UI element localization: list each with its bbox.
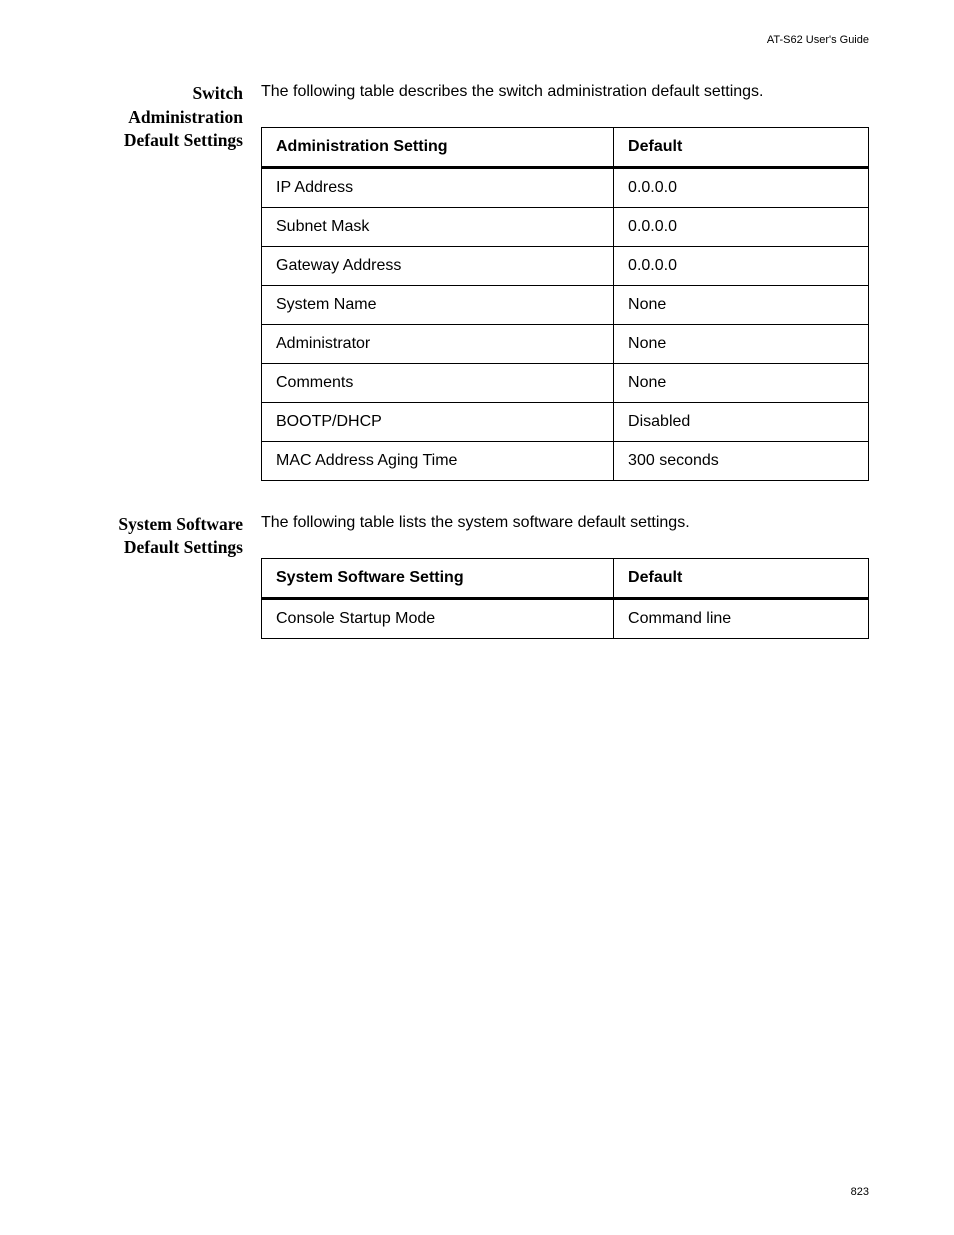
section-heading: Switch Administration Default Settings	[86, 82, 261, 481]
table-cell: Subnet Mask	[262, 207, 614, 246]
software-settings-table: System Software Setting Default Console …	[261, 558, 869, 639]
section-switch-admin: Switch Administration Default Settings T…	[86, 82, 869, 481]
page-number: 823	[851, 1186, 869, 1198]
table-cell: Console Startup Mode	[262, 598, 614, 638]
table-row: IP Address0.0.0.0	[262, 167, 869, 207]
section-heading: System Software Default Settings	[86, 513, 261, 639]
table-cell: None	[614, 324, 869, 363]
table-header-cell: Default	[614, 558, 869, 598]
section-body: The following table describes the switch…	[261, 82, 869, 481]
table-cell: 0.0.0.0	[614, 167, 869, 207]
table-row: AdministratorNone	[262, 324, 869, 363]
table-header-row: Administration Setting Default	[262, 127, 869, 167]
table-cell: Gateway Address	[262, 246, 614, 285]
table-cell: System Name	[262, 285, 614, 324]
table-cell: 0.0.0.0	[614, 207, 869, 246]
intro-text: The following table describes the switch…	[261, 82, 869, 103]
table-row: BOOTP/DHCPDisabled	[262, 402, 869, 441]
section-body: The following table lists the system sof…	[261, 513, 869, 639]
table-row: Subnet Mask0.0.0.0	[262, 207, 869, 246]
table-cell: IP Address	[262, 167, 614, 207]
table-header-cell: System Software Setting	[262, 558, 614, 598]
table-cell: None	[614, 285, 869, 324]
table-header-cell: Administration Setting	[262, 127, 614, 167]
table-cell: 0.0.0.0	[614, 246, 869, 285]
table-header-row: System Software Setting Default	[262, 558, 869, 598]
table-cell: MAC Address Aging Time	[262, 441, 614, 480]
table-row: Gateway Address0.0.0.0	[262, 246, 869, 285]
table-header-cell: Default	[614, 127, 869, 167]
intro-text: The following table lists the system sof…	[261, 513, 869, 534]
page-content: Switch Administration Default Settings T…	[86, 82, 869, 671]
table-row: CommentsNone	[262, 363, 869, 402]
admin-settings-table: Administration Setting Default IP Addres…	[261, 127, 869, 481]
table-row: Console Startup ModeCommand line	[262, 598, 869, 638]
table-row: MAC Address Aging Time300 seconds	[262, 441, 869, 480]
table-cell: 300 seconds	[614, 441, 869, 480]
table-cell: None	[614, 363, 869, 402]
table-cell: Command line	[614, 598, 869, 638]
page-header: AT-S62 User's Guide	[767, 34, 869, 46]
table-cell: BOOTP/DHCP	[262, 402, 614, 441]
table-cell: Administrator	[262, 324, 614, 363]
table-row: System NameNone	[262, 285, 869, 324]
table-cell: Disabled	[614, 402, 869, 441]
table-cell: Comments	[262, 363, 614, 402]
section-system-software: System Software Default Settings The fol…	[86, 513, 869, 639]
